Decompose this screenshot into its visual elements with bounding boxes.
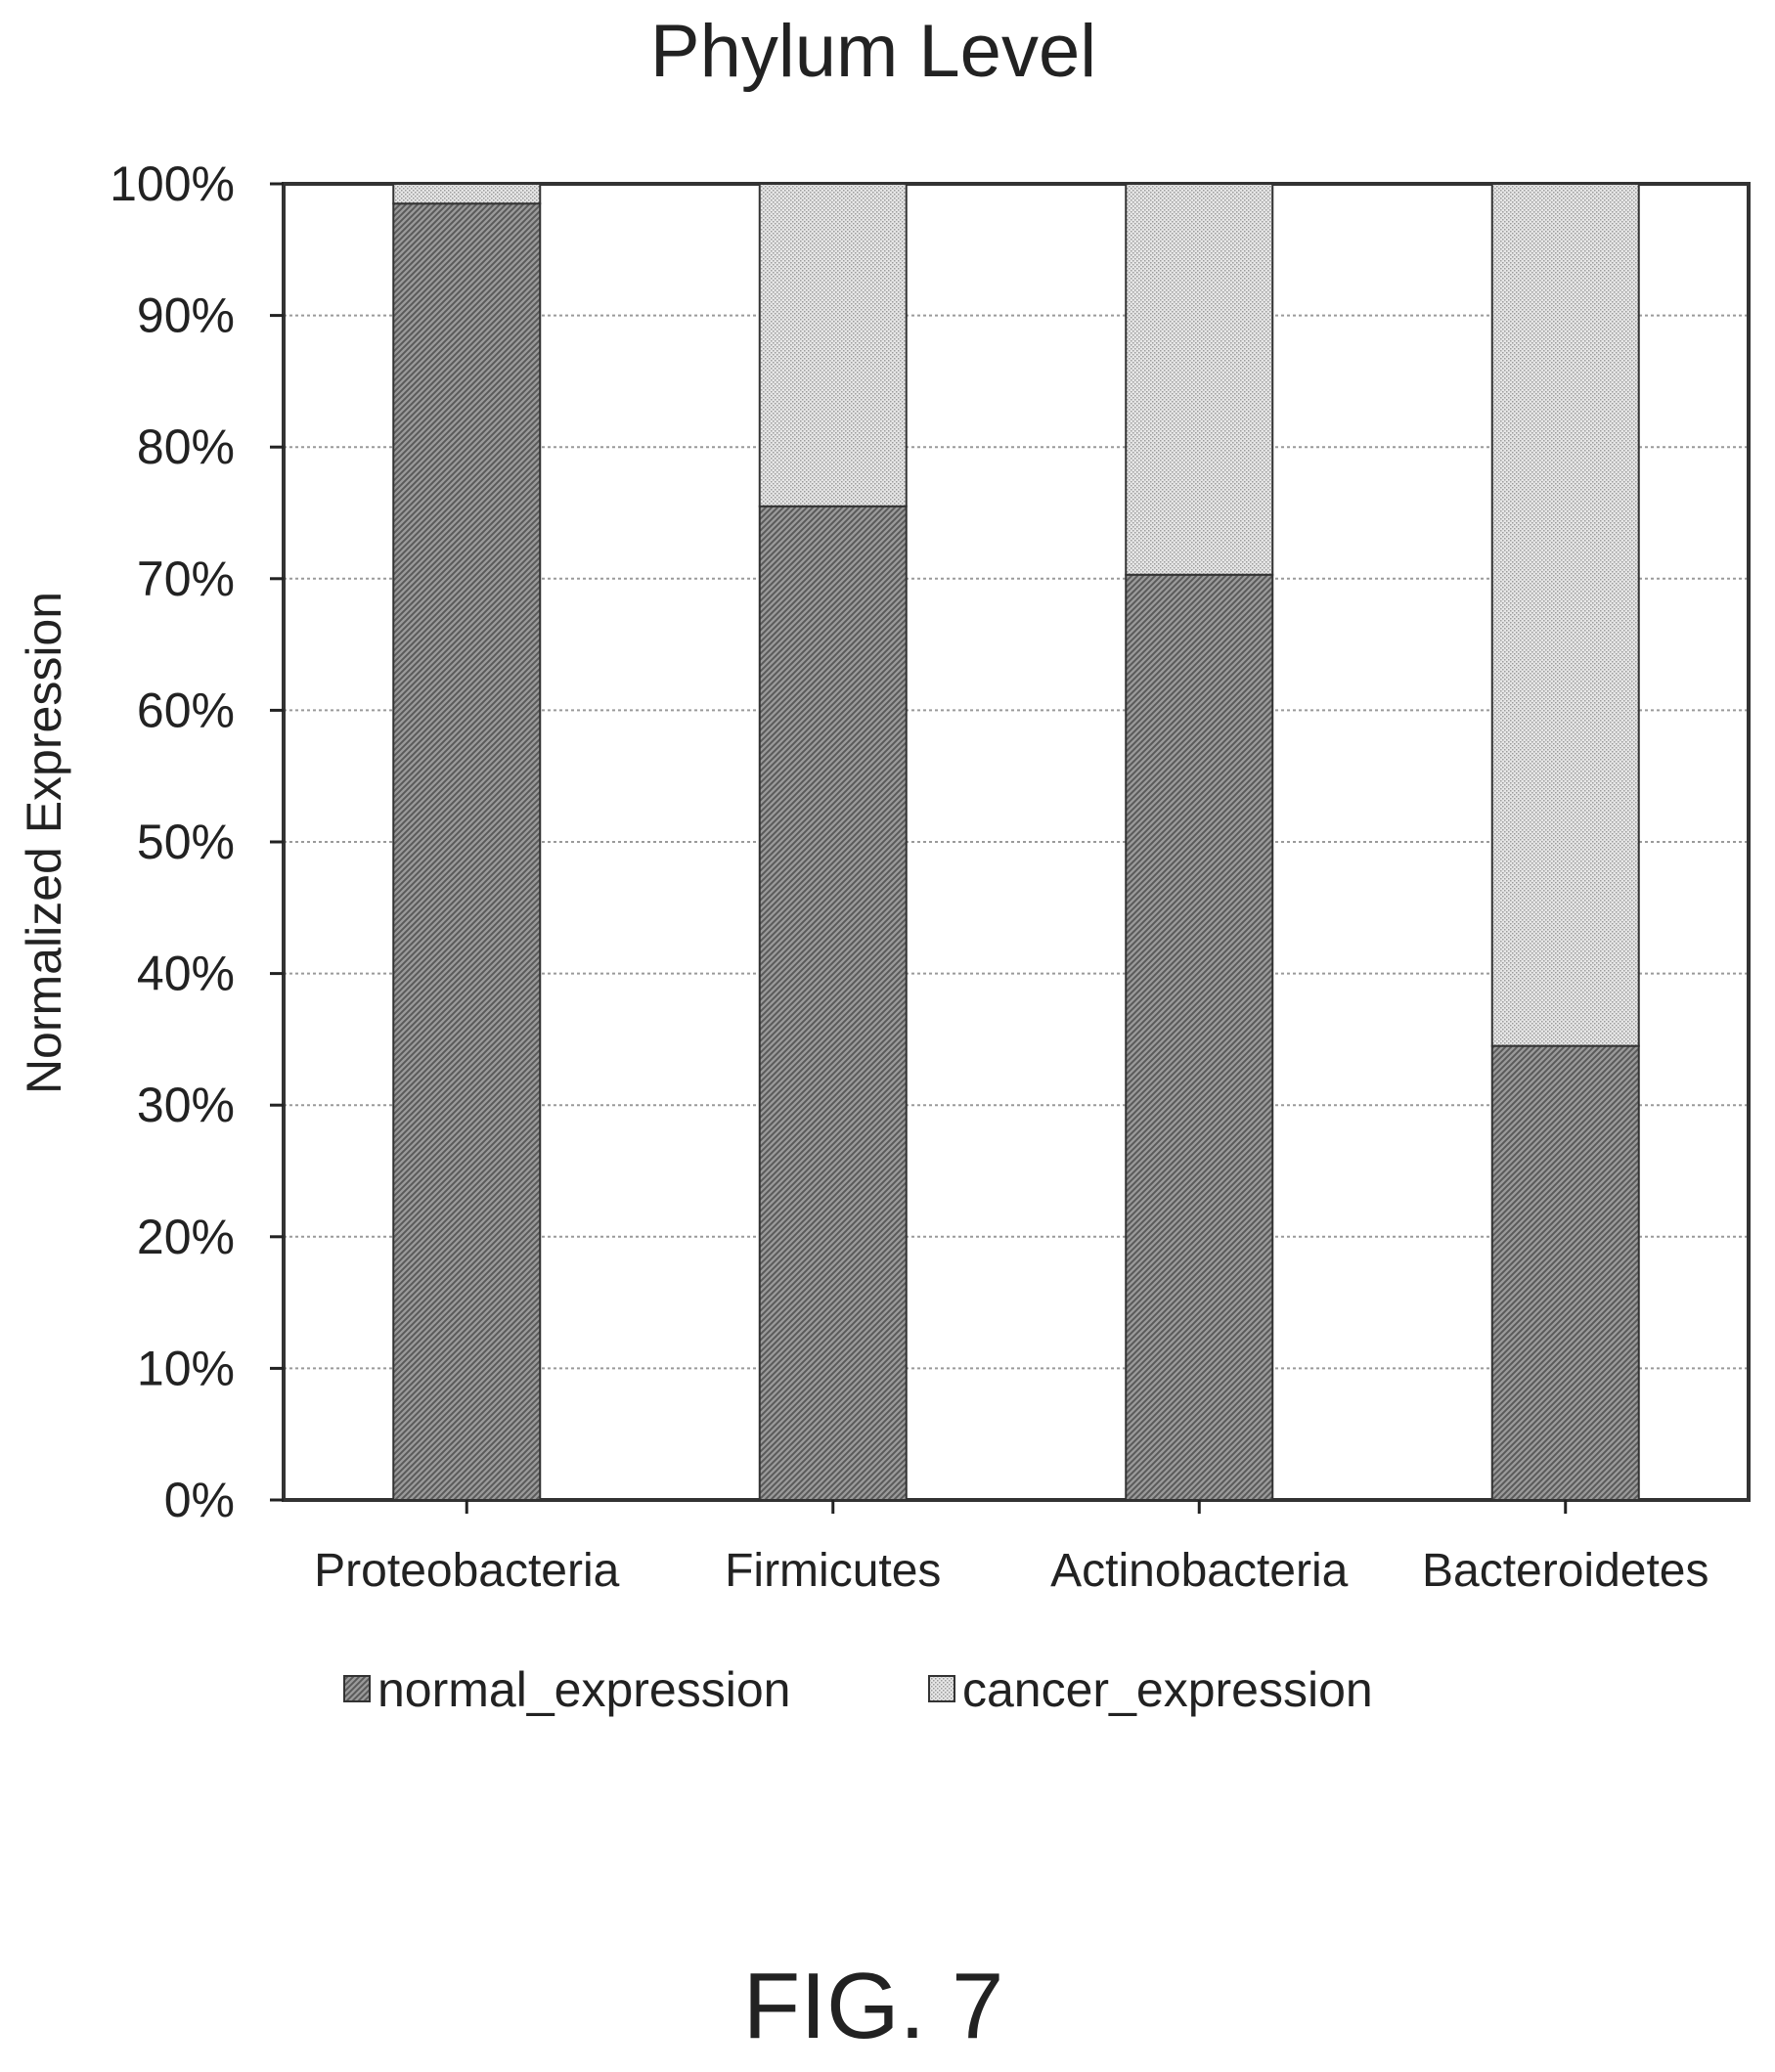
legend-label: normal_expression xyxy=(377,1662,790,1717)
y-tick-label: 0% xyxy=(164,1473,235,1527)
legend-swatch-normal-expression xyxy=(343,1675,371,1702)
y-tick-label: 10% xyxy=(137,1341,235,1395)
x-tick-label: Firmicutes xyxy=(725,1545,941,1597)
figure-caption: FIG. 7 xyxy=(743,1954,1004,2058)
y-tick-label: 60% xyxy=(137,683,235,737)
bar-cancer-expression xyxy=(1125,183,1274,576)
y-axis-ticks: 0% 10% 20% 30% 40% 50% 60% 70% 80% 90% 100% xyxy=(110,156,284,1527)
x-tick-label: Proteobacteria xyxy=(314,1545,619,1597)
y-tick-label: 90% xyxy=(137,288,235,343)
chart-title: Phylum Level xyxy=(650,10,1096,93)
bars xyxy=(392,183,1640,1502)
y-tick-label: 70% xyxy=(137,551,235,606)
bar-cancer-expression xyxy=(1490,183,1640,1047)
y-tick-label: 50% xyxy=(137,815,235,869)
bar-cancer-expression xyxy=(758,183,908,507)
legend-label: cancer_expression xyxy=(962,1662,1373,1717)
y-axis-label: Normalized Expression xyxy=(17,592,71,1094)
legend: normal_expression cancer_expression xyxy=(343,1662,1373,1717)
bar-normal-expression xyxy=(1125,573,1274,1501)
x-tick-label: Actinobacteria xyxy=(1050,1545,1348,1597)
bar-normal-expression xyxy=(392,202,542,1502)
legend-swatch-cancer-expression xyxy=(928,1675,955,1702)
y-tick-label: 100% xyxy=(110,156,235,211)
y-tick-label: 20% xyxy=(137,1210,235,1264)
bar-normal-expression xyxy=(758,505,908,1501)
bar-cancer-expression xyxy=(392,183,542,205)
bar-normal-expression xyxy=(1490,1044,1640,1501)
y-tick-label: 30% xyxy=(137,1078,235,1132)
y-tick-label: 80% xyxy=(137,419,235,474)
x-tick-label: Bacteroidetes xyxy=(1422,1545,1709,1597)
y-tick-label: 40% xyxy=(137,947,235,1001)
x-axis-ticks: Proteobacteria Firmicutes Actinobacteria Ba… xyxy=(314,1500,1709,1597)
